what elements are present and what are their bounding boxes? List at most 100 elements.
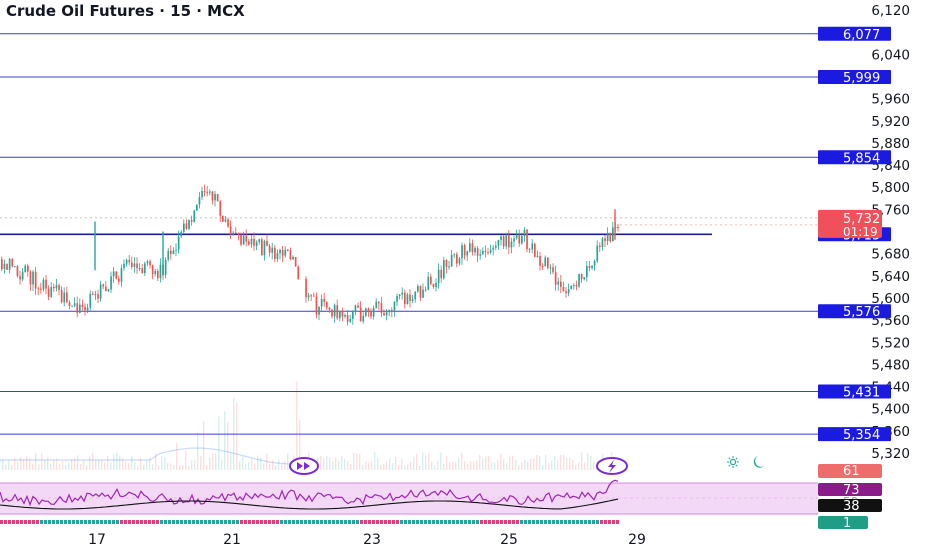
volume-bar [455,462,457,470]
candle-body [58,285,60,290]
bottom-indicator-cell [424,520,427,524]
volume-bar [581,452,583,470]
bottom-indicator-cell [164,520,167,524]
volume-bar [68,462,70,470]
volume-bar [182,465,184,470]
bottom-indicator-cell [308,520,311,524]
bottom-indicator-cell [548,520,551,524]
volume-bar [554,456,556,470]
bottom-indicator-cell [244,520,247,524]
candle-body [450,254,453,267]
bottom-indicator-cell [328,520,331,524]
bottom-indicator-cell [376,520,379,524]
bottom-indicator-cell [416,520,419,524]
candle-body [292,256,294,260]
candle-body [188,220,190,229]
volume-bar [587,452,589,470]
volume-bar [482,458,484,470]
candle-body [606,232,609,242]
bottom-indicator-cell [596,520,599,524]
price-tick: 5,800 [871,180,910,196]
volume-bar [248,461,250,470]
candle-body [435,282,437,288]
bottom-indicator-cell [588,520,591,524]
volume-bar [161,456,163,470]
candle-body [554,272,557,285]
price-tick: 6,120 [871,3,910,19]
bottom-indicator-cell [592,520,595,524]
volume-bar [542,464,544,470]
volume-bar [386,461,388,470]
bottom-indicator-cell [556,520,559,524]
volume-bar [53,459,55,470]
bottom-indicator-cell [580,520,583,524]
level-badge-label: 5,999 [843,71,880,86]
candle-body [427,276,430,290]
candle-body [94,294,97,296]
candle-body [346,315,349,322]
bottom-indicator-cell [148,520,151,524]
volume-bar [425,455,427,470]
bottom-indicator-cell [476,520,479,524]
bottom-indicator-cell [92,520,95,524]
candle-body [24,265,27,273]
bottom-indicator-cell [468,520,471,524]
volume-bar [512,455,514,470]
volume-bar [431,461,433,470]
candle-body [50,286,53,297]
candle-body [258,239,261,243]
volume-bar [593,460,595,470]
candle-body [510,241,513,248]
volume-bar [191,460,193,470]
candle-body [229,226,232,235]
candle-body [261,239,263,256]
volume-bar [407,464,409,470]
volume-bar [5,464,7,470]
rsi-ma-line [0,498,619,510]
volume-bar [227,421,229,470]
candle-body [3,263,6,270]
bottom-indicator-cell [224,520,227,524]
bottom-indicator-cell [400,520,403,524]
bottom-indicator-cell [272,520,275,524]
volume-bar [350,464,352,470]
candle-body [281,249,284,256]
volume-bar [152,464,154,470]
volume-bar [116,453,118,470]
candle-body [385,312,388,316]
candle-body [523,229,526,236]
bottom-indicator-cell [540,520,543,524]
candle-body [40,288,42,290]
bottom-indicator-cell [68,520,71,524]
bottom-indicator-cell [508,520,511,524]
rsi-badge [818,483,882,496]
current-price-badge [818,209,882,238]
bottom-indicator-cell [104,520,107,524]
candle-body [123,263,125,269]
volume-bar [521,462,523,470]
volume-bar [38,464,40,470]
bottom-indicator-cell [248,520,251,524]
level-badge [818,427,891,442]
bottom-indicator-cell [236,520,239,524]
bottom-indicator-cell [196,520,199,524]
volume-bar [35,452,37,470]
volume-bar [245,463,247,470]
volume-bar [467,463,469,470]
volume-bar [443,463,445,470]
candle-body [232,232,235,235]
volume-bar [149,457,151,470]
volume-bar [137,465,139,470]
candle-body [214,193,216,201]
candle-body [505,235,508,247]
candle-body [567,289,570,294]
volume-bar [263,463,265,470]
price-tick: 5,400 [871,402,910,418]
candle-body [458,258,461,264]
volume-bar [392,462,394,470]
bottom-indicator-cell [448,520,451,524]
volume-bar [14,457,16,470]
volume-bar [509,456,511,470]
bottom-indicator-cell [36,520,39,524]
